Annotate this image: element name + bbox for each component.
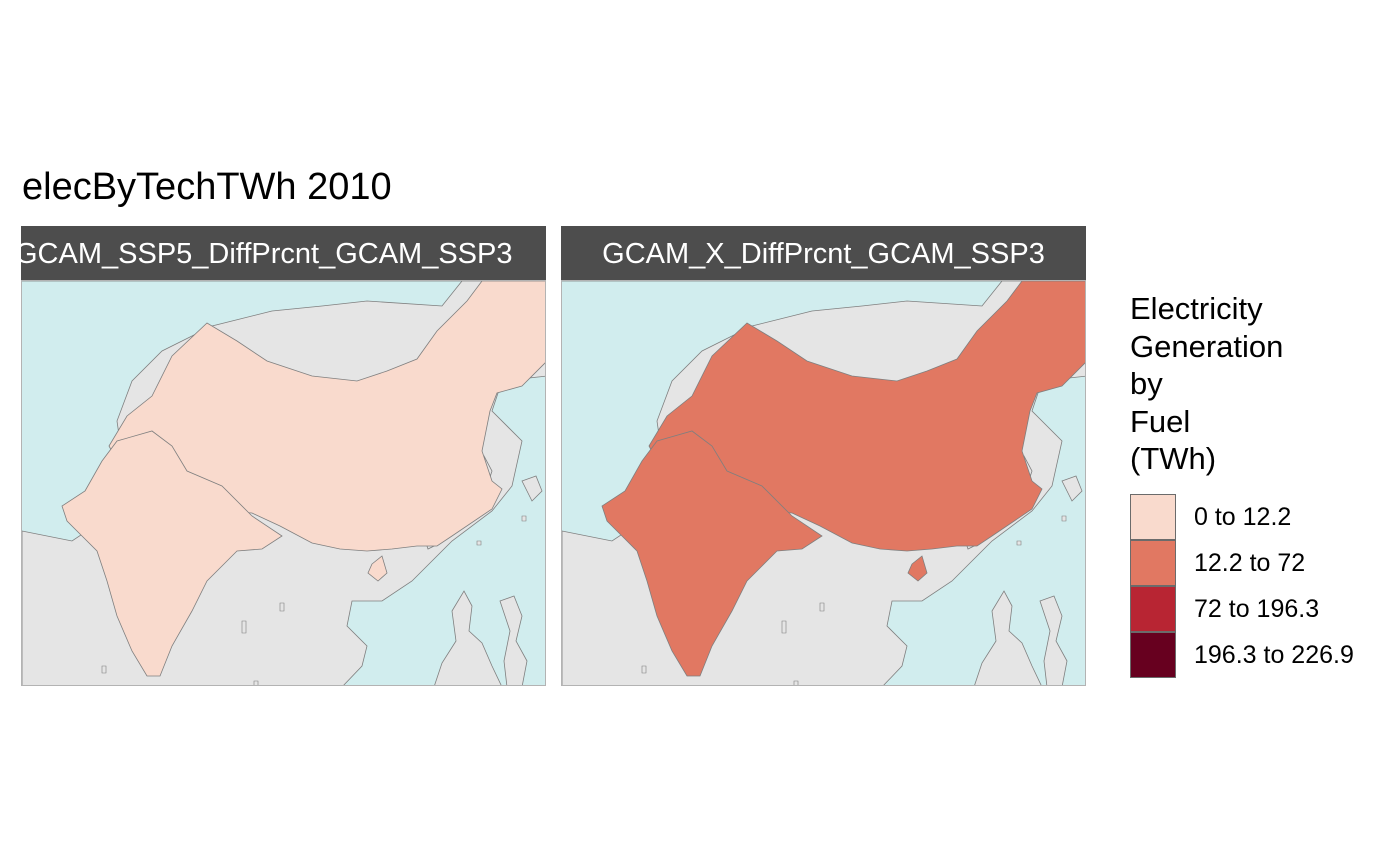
- legend-item: 0 to 12.2: [1130, 493, 1330, 540]
- land-other: [434, 590, 502, 685]
- region-india-china: [61, 430, 283, 677]
- island: [476, 540, 482, 546]
- island: [1016, 540, 1022, 546]
- map-svg: [562, 281, 1085, 685]
- land-other: [499, 595, 528, 685]
- legend-item-label: 72 to 196.3: [1194, 594, 1320, 623]
- island: [641, 665, 647, 674]
- region-india-china: [601, 430, 823, 677]
- map-area: [561, 280, 1086, 686]
- plot-title: elecByTechTWh 2010: [22, 166, 392, 208]
- facet-panel-ssp5: GCAM_SSP5_DiffPrcnt_GCAM_SSP3: [21, 226, 546, 686]
- legend-swatch: [1130, 631, 1176, 678]
- legend-swatch: [1130, 585, 1176, 632]
- legend-swatch: [1130, 493, 1176, 540]
- island: [101, 665, 107, 674]
- land-other: [521, 475, 543, 502]
- region-india-china: [367, 555, 388, 582]
- island: [279, 602, 285, 612]
- facet-strip: GCAM_X_DiffPrcnt_GCAM_SSP3: [561, 226, 1086, 280]
- legend-title-line: by: [1130, 366, 1163, 401]
- legend-title-line: Generation: [1130, 328, 1284, 364]
- facet-strip-label: GCAM_X_DiffPrcnt_GCAM_SSP3: [602, 238, 1045, 270]
- legend-item: 196.3 to 226.9: [1130, 631, 1354, 678]
- legend-title-line: (TWh): [1130, 441, 1217, 476]
- facet-strip-label: GCAM_SSP5_DiffPrcnt_GCAM_SSP3: [21, 238, 513, 270]
- land-other: [1039, 595, 1068, 685]
- region-india-china: [907, 555, 928, 582]
- map-area: [21, 280, 546, 686]
- island: [253, 680, 259, 685]
- legend-item: 72 to 196.3: [1130, 585, 1330, 632]
- legend-title-line: Electricity: [1130, 291, 1263, 326]
- legend-title-line: Fuel: [1130, 403, 1191, 439]
- land-other: [1061, 475, 1083, 502]
- facet-panel-x: GCAM_X_DiffPrcnt_GCAM_SSP3: [561, 226, 1086, 686]
- land-other: [974, 590, 1042, 685]
- legend-keys: 0 to 12.2 12.2 to 72 72 to 196.3 196.3 t…: [1130, 493, 1354, 678]
- island: [1061, 515, 1067, 522]
- island: [521, 515, 527, 522]
- legend-item-label: 0 to 12.2: [1194, 502, 1292, 531]
- legend: Electricity Generation by Fuel (TWh) 0 t…: [1130, 290, 1354, 678]
- island: [781, 620, 787, 634]
- island: [793, 680, 799, 685]
- island: [819, 602, 825, 612]
- facet-strip: GCAM_SSP5_DiffPrcnt_GCAM_SSP3: [21, 226, 546, 280]
- legend-title: Electricity Generation by Fuel (TWh): [1130, 290, 1330, 478]
- region-india-china: [648, 281, 1085, 552]
- region-india-china: [108, 281, 545, 552]
- legend-item-label: 196.3 to 226.9: [1194, 640, 1354, 669]
- legend-item: 12.2 to 72: [1130, 539, 1330, 586]
- map-svg: [22, 281, 545, 685]
- legend-swatch: [1130, 539, 1176, 586]
- legend-item-label: 12.2 to 72: [1194, 548, 1306, 577]
- island: [241, 620, 247, 634]
